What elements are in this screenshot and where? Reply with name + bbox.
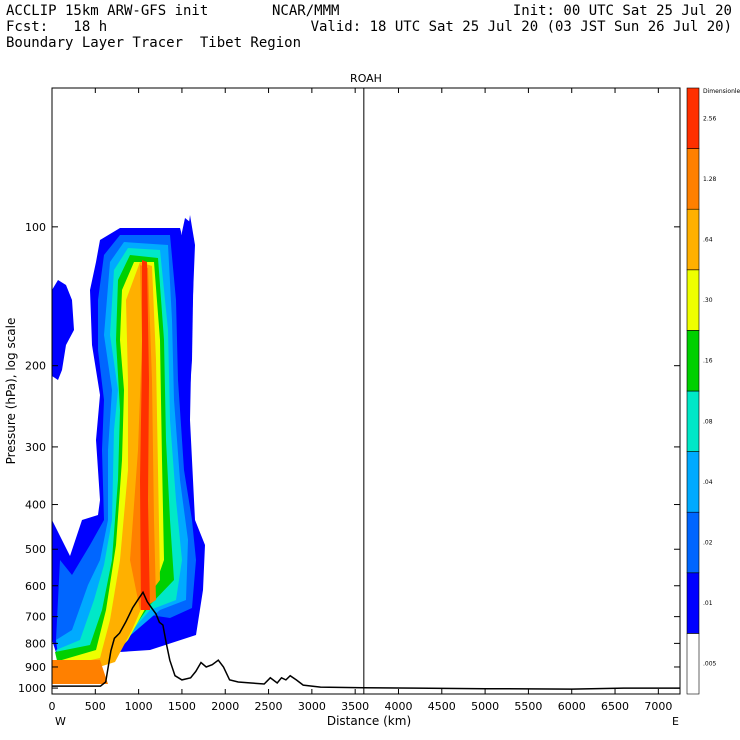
x-tick-label: 4500 <box>428 700 456 713</box>
y-tick-label: 600 <box>25 580 46 593</box>
tracer-field <box>52 215 205 684</box>
header-line1-left: ACCLIP 15km ARW-GFS init <box>6 3 209 19</box>
y-tick-label: 200 <box>25 360 46 373</box>
x-axis-east-label: E <box>672 715 679 728</box>
y-axis: 100 200 300 400 500 600 700 800 900 1000 <box>18 221 680 695</box>
tracer-contour-region <box>182 218 194 420</box>
colorbar-swatch <box>686 208 700 271</box>
x-tick-label: 1500 <box>168 700 196 713</box>
colorbar-label: .04 <box>703 479 713 486</box>
x-tick-label: 6000 <box>558 700 586 713</box>
tracer-contour-region <box>52 280 74 380</box>
colorbar: .005 .01 .02 .04 .08 .16 .30 .64 1.28 2.56 Dimensi… <box>686 87 740 695</box>
x-axis-label: Distance (km) <box>327 714 411 728</box>
x-tick-label: 500 <box>85 700 106 713</box>
colorbar-label: .30 <box>703 297 713 304</box>
y-tick-label: 700 <box>25 611 46 624</box>
x-tick-label: 7000 <box>644 700 672 713</box>
colorbar-swatch <box>686 390 700 452</box>
colorbar-swatch <box>686 87 700 149</box>
y-axis-label: Pressure (hPa), log scale <box>4 318 18 465</box>
header-line2-right: Valid: 18 UTC Sat 25 Jul 20 (03 JST Sun … <box>310 19 732 35</box>
x-tick-label: 5000 <box>471 700 499 713</box>
colorbar-swatch <box>686 511 700 574</box>
x-tick-label: 2000 <box>211 700 239 713</box>
x-axis: 0 500 1000 1500 2000 2500 3000 3500 4000 4500 5000… <box>49 88 672 713</box>
tracer-contour-region <box>140 260 150 610</box>
colorbar-label: .16 <box>703 358 713 365</box>
terrain-line <box>52 590 680 690</box>
colorbar-label: Dimensionless <box>703 88 740 95</box>
header-line1-mid: NCAR/MMM <box>272 3 340 19</box>
x-tick-label: 0 <box>49 700 56 713</box>
x-tick-label: 6500 <box>601 700 629 713</box>
y-tick-label: 300 <box>25 441 46 454</box>
y-tick-label: 100 <box>25 221 46 234</box>
x-tick-label: 5500 <box>514 700 542 713</box>
chart-title: ROAH <box>350 72 382 85</box>
colorbar-swatch <box>686 572 700 634</box>
colorbar-label: .64 <box>703 237 713 244</box>
colorbar-swatch <box>686 148 700 210</box>
y-tick-label: 400 <box>25 499 46 512</box>
plot-frame <box>51 87 681 695</box>
colorbar-swatch <box>686 330 700 392</box>
x-tick-label: 3000 <box>298 700 326 713</box>
y-tick-label: 800 <box>25 637 46 650</box>
colorbar-swatch <box>686 451 700 513</box>
x-tick-label: 4000 <box>384 700 412 713</box>
x-tick-label: 2500 <box>255 700 283 713</box>
colorbar-label: 1.28 <box>703 176 717 183</box>
y-tick-label: 500 <box>25 543 46 556</box>
x-tick-label: 3500 <box>341 700 369 713</box>
colorbar-swatch <box>686 633 700 695</box>
header-line1-right: Init: 00 UTC Sat 25 Jul 20 <box>512 3 732 19</box>
colorbar-swatch <box>686 269 700 331</box>
x-axis-west-label: W <box>55 715 66 728</box>
tracer-contour-region <box>52 660 108 684</box>
header-line3-left: Boundary Layer Tracer Tibet Region <box>6 35 302 51</box>
y-tick-label: 900 <box>25 661 46 674</box>
colorbar-label: .08 <box>703 418 713 425</box>
header-line2-left: Fcst: 18 h <box>6 19 108 35</box>
colorbar-label: .02 <box>703 540 713 547</box>
x-tick-label: 1000 <box>125 700 153 713</box>
colorbar-label: 2.56 <box>703 115 717 122</box>
colorbar-label: .01 <box>703 600 713 607</box>
y-tick-label: 1000 <box>18 682 46 695</box>
colorbar-label: .005 <box>703 661 717 668</box>
